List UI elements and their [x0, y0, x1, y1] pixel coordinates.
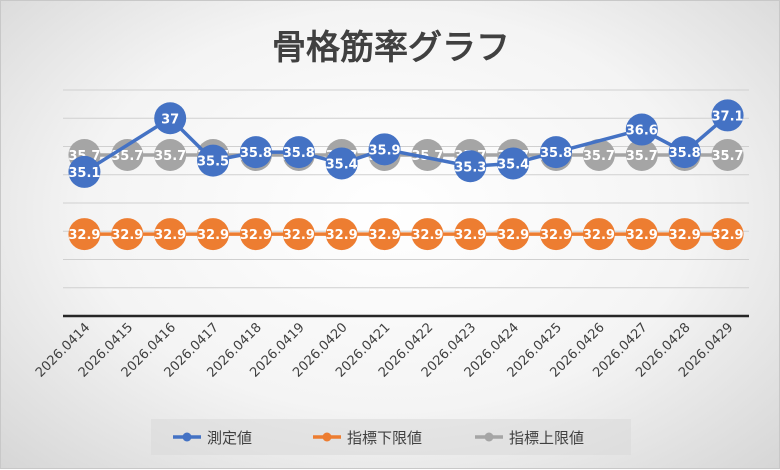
data-label: 32.9: [454, 228, 486, 243]
data-label: 32.9: [411, 228, 443, 243]
series-指標下限値: 32.9 32.9 32.9 32.9 32.9 32.9 32.9 32.9 32.9 32.9…: [68, 218, 744, 251]
data-point: [154, 138, 187, 171]
data-point: [625, 218, 658, 251]
data-label: 35.7: [111, 149, 143, 164]
data-label: 35.7: [154, 149, 186, 164]
data-point: [625, 113, 658, 146]
data-label: 32.9: [240, 228, 272, 243]
data-label: 35.7: [712, 149, 744, 164]
data-label: 32.9: [326, 228, 358, 243]
data-point: [68, 218, 101, 251]
data-label: 32.9: [497, 228, 529, 243]
data-label: 37: [161, 112, 179, 127]
data-point: [282, 218, 315, 251]
data-point: [239, 218, 272, 251]
data-point: [111, 218, 144, 251]
data-label: 35.9: [369, 143, 401, 158]
data-point: [625, 138, 658, 171]
legend-label: 指標下限値: [347, 429, 422, 447]
series-line-segment: [82, 116, 172, 174]
data-label: 32.9: [68, 228, 100, 243]
data-label: 36.6: [626, 124, 658, 139]
data-label: 32.9: [626, 228, 658, 243]
data-label: 32.9: [540, 228, 572, 243]
data-point: [582, 138, 615, 171]
data-label: 35.8: [540, 146, 572, 161]
data-point: [154, 102, 187, 135]
data-label: 32.9: [283, 228, 315, 243]
data-point: [368, 218, 401, 251]
data-point: [454, 218, 487, 251]
data-point: [111, 138, 144, 171]
data-point: [197, 218, 230, 251]
data-point: [668, 136, 701, 169]
series-layer: 32.9 32.9 32.9 32.9 32.9 32.9 32.9 32.9 32.9 32.9…: [68, 99, 744, 251]
chart-title: 骨格筋率グラフ: [272, 28, 510, 68]
data-label: 35.4: [326, 157, 358, 172]
data-point: [711, 218, 744, 251]
data-point: [454, 150, 487, 183]
data-label: 35.7: [626, 149, 658, 164]
data-label: 32.9: [154, 228, 186, 243]
legend-label: 指標上限値: [509, 429, 584, 447]
legend-swatch-marker: [484, 432, 494, 442]
data-label: 35.3: [454, 160, 486, 175]
data-point: [711, 99, 744, 132]
data-point: [668, 218, 701, 251]
data-label: 32.9: [712, 228, 744, 243]
data-label: 32.9: [369, 228, 401, 243]
data-point: [540, 218, 573, 251]
legend-swatch-marker: [182, 432, 192, 442]
data-point: [497, 147, 530, 180]
data-point: [368, 133, 401, 166]
data-label: 32.9: [197, 228, 229, 243]
data-point: [197, 144, 230, 177]
data-point: [582, 218, 615, 251]
data-point: [411, 218, 444, 251]
legend-box: [151, 419, 631, 455]
legend-label: 測定値: [207, 429, 252, 447]
data-point: [540, 136, 573, 169]
data-point: [711, 138, 744, 171]
data-label: 37.1: [712, 109, 744, 124]
x-axis: 2026.04142026.04152026.04162026.04172026…: [33, 320, 736, 380]
series-測定値: 35.1 37 35.5 35.8 35.8 35.4 35.9 35.3 35.4 35.8 36…: [68, 99, 744, 188]
data-point: [239, 136, 272, 169]
data-point: [68, 155, 101, 188]
data-label: 35.8: [283, 146, 315, 161]
data-point: [154, 218, 187, 251]
data-label: 35.8: [669, 146, 701, 161]
data-label: 35.8: [240, 146, 272, 161]
data-label: 32.9: [583, 228, 615, 243]
data-point: [325, 218, 358, 251]
data-label: 35.7: [583, 149, 615, 164]
data-point: [282, 136, 315, 169]
data-label: 32.9: [669, 228, 701, 243]
data-label: 35.5: [197, 155, 229, 170]
data-label: 32.9: [111, 228, 143, 243]
data-label: 35.4: [497, 157, 529, 172]
legend-swatch-marker: [322, 432, 332, 442]
data-point: [497, 218, 530, 251]
data-point: [411, 138, 444, 171]
legend: 測定値 指標下限値 指標上限値: [151, 419, 631, 455]
data-point: [325, 147, 358, 180]
data-label: 35.1: [68, 166, 100, 181]
